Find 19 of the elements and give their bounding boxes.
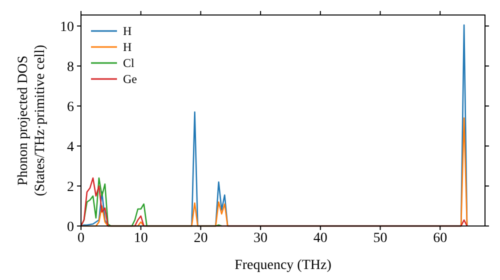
legend-label: Cl <box>123 56 136 70</box>
y-tick-label: 0 <box>67 220 74 235</box>
legend-label: H <box>123 40 132 54</box>
y-tick-label: 4 <box>67 140 74 155</box>
x-axis-title: Frequency (THz) <box>234 258 332 273</box>
x-tick-label: 20 <box>194 231 208 246</box>
y-axis-title: Phonon projected DOS (States/THz·primitive cell) <box>16 44 48 196</box>
legend-label: Ge <box>123 72 137 86</box>
x-tick-label: 50 <box>373 231 388 246</box>
x-tick-label: 0 <box>78 231 84 246</box>
x-tick-label: 40 <box>313 231 328 246</box>
y-tick-label: 8 <box>67 60 74 75</box>
x-tick-label: 60 <box>433 231 448 246</box>
legend-label: H <box>123 24 132 38</box>
y-tick-label: 2 <box>67 180 74 195</box>
y-tick-label: 6 <box>67 100 74 115</box>
y-tick-label: 10 <box>60 20 74 35</box>
x-tick-label: 10 <box>134 231 148 246</box>
x-tick-label: 30 <box>254 231 268 246</box>
